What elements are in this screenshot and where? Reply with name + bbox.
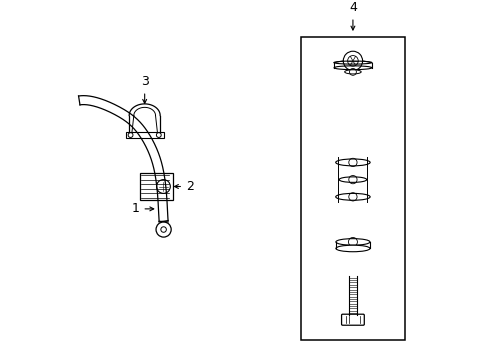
Text: 4: 4 (348, 1, 356, 30)
Ellipse shape (339, 177, 366, 183)
Text: 3: 3 (141, 75, 148, 103)
Text: 1: 1 (131, 202, 153, 215)
Ellipse shape (344, 70, 361, 74)
Text: 2: 2 (174, 180, 193, 193)
Bar (301, 37, 404, 340)
Ellipse shape (335, 239, 369, 245)
Ellipse shape (335, 193, 369, 200)
Ellipse shape (333, 66, 371, 69)
Ellipse shape (335, 159, 369, 166)
Ellipse shape (335, 245, 369, 252)
Ellipse shape (333, 61, 371, 64)
Bar (140, 173, 173, 200)
Bar (125, 132, 163, 138)
FancyBboxPatch shape (341, 314, 364, 325)
